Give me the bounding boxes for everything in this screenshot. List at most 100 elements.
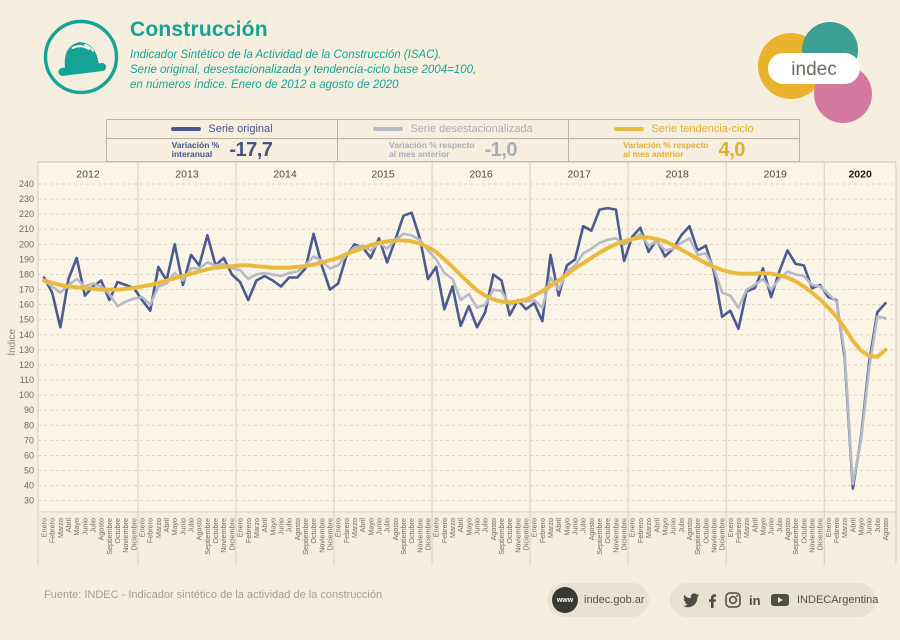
- svg-text:Febrero: Febrero: [342, 518, 351, 543]
- variation-value-desestacionalizada: -1,0: [484, 138, 518, 161]
- svg-text:Febrero: Febrero: [440, 518, 449, 543]
- svg-text:Septiembre: Septiembre: [693, 518, 702, 555]
- svg-text:110: 110: [20, 375, 34, 385]
- svg-text:Diciembre: Diciembre: [816, 518, 825, 550]
- svg-text:Julio: Julio: [383, 518, 392, 533]
- variation-label: Variación % interanual: [171, 140, 220, 159]
- youtube-icon[interactable]: [771, 594, 789, 606]
- svg-text:Mayo: Mayo: [562, 518, 571, 536]
- svg-text:Abril: Abril: [652, 518, 661, 533]
- svg-text:Agosto: Agosto: [783, 518, 792, 540]
- svg-text:Mayo: Mayo: [170, 518, 179, 536]
- svg-text:Diciembre: Diciembre: [423, 518, 432, 550]
- legend-row-variation: Variación % respecto al mes anterior -1,…: [338, 139, 568, 161]
- svg-text:Junio: Junio: [80, 518, 89, 535]
- svg-text:Enero: Enero: [236, 518, 245, 537]
- svg-text:130: 130: [19, 345, 34, 355]
- serie-desestacionalizada-swatch: [373, 127, 404, 131]
- svg-text:Mayo: Mayo: [464, 518, 473, 536]
- svg-text:Enero: Enero: [726, 518, 735, 537]
- svg-text:Agosto: Agosto: [685, 518, 694, 540]
- svg-text:Abril: Abril: [162, 518, 171, 533]
- website-pill[interactable]: www indec.gob.ar: [547, 583, 649, 617]
- serie-desestacionalizada-label: Serie desestacionalizada: [410, 123, 533, 135]
- svg-text:Junio: Junio: [669, 518, 678, 535]
- svg-text:Junio: Junio: [473, 518, 482, 535]
- svg-text:Mayo: Mayo: [857, 518, 866, 536]
- svg-text:Abril: Abril: [260, 518, 269, 533]
- svg-text:Agosto: Agosto: [881, 518, 890, 540]
- svg-text:Abril: Abril: [848, 518, 857, 533]
- svg-text:30: 30: [24, 496, 34, 506]
- svg-text:170: 170: [19, 285, 34, 295]
- svg-text:Octubre: Octubre: [799, 518, 808, 544]
- svg-text:Julio: Julio: [775, 518, 784, 533]
- svg-text:2013: 2013: [175, 169, 199, 181]
- legend-col-tendencia: Serie tendencia-ciclo Variación % respec…: [568, 120, 800, 161]
- svg-text:Diciembre: Diciembre: [718, 518, 727, 550]
- social-pill[interactable]: in INDECArgentina: [670, 583, 879, 617]
- svg-text:Febrero: Febrero: [244, 518, 253, 543]
- svg-text:Noviembre: Noviembre: [415, 518, 424, 553]
- chart-header: Construcción Indicador Sintético de la A…: [130, 18, 476, 93]
- svg-text:Julio: Julio: [579, 518, 588, 533]
- svg-text:Diciembre: Diciembre: [522, 518, 531, 550]
- svg-text:Octubre: Octubre: [505, 518, 514, 544]
- svg-text:Abril: Abril: [358, 518, 367, 533]
- twitter-icon[interactable]: [683, 592, 699, 608]
- svg-text:2016: 2016: [469, 169, 493, 181]
- svg-text:Julio: Julio: [873, 518, 882, 533]
- svg-text:180: 180: [19, 269, 34, 279]
- svg-text:150: 150: [19, 315, 34, 325]
- svg-text:Febrero: Febrero: [636, 518, 645, 543]
- svg-text:Septiembre: Septiembre: [399, 518, 408, 555]
- svg-text:Julio: Julio: [285, 518, 294, 533]
- svg-text:Agosto: Agosto: [587, 518, 596, 540]
- svg-text:Marzo: Marzo: [154, 518, 163, 538]
- legend-row-variation: Variación % respecto al mes anterior 4,0: [569, 139, 799, 161]
- indec-logo: indec: [748, 8, 888, 128]
- svg-text:Noviembre: Noviembre: [611, 518, 620, 553]
- svg-text:Junio: Junio: [374, 518, 383, 535]
- svg-text:70: 70: [24, 435, 34, 445]
- svg-text:Enero: Enero: [824, 518, 833, 537]
- svg-text:Septiembre: Septiembre: [791, 518, 800, 555]
- linkedin-icon[interactable]: in: [749, 592, 763, 608]
- svg-text:Agosto: Agosto: [293, 518, 302, 540]
- social-handle: INDECArgentina: [797, 594, 879, 606]
- line-chart: 30 40 50 60 70 80 90 100 110 120 130 140 150 160 170 18…: [0, 158, 900, 585]
- svg-text:Mayo: Mayo: [268, 518, 277, 536]
- www-icon: www: [552, 587, 578, 613]
- svg-text:230: 230: [19, 194, 34, 204]
- svg-text:Marzo: Marzo: [840, 518, 849, 538]
- subtitle-line-2: Serie original, desestacionalizada y ten…: [130, 64, 477, 76]
- svg-text:Septiembre: Septiembre: [105, 518, 114, 555]
- svg-text:Septiembre: Septiembre: [301, 518, 310, 555]
- svg-text:Diciembre: Diciembre: [227, 518, 236, 550]
- svg-text:Marzo: Marzo: [252, 518, 261, 538]
- svg-text:Febrero: Febrero: [538, 518, 547, 543]
- serie-tendencia-label: Serie tendencia-ciclo: [651, 123, 754, 135]
- svg-text:60: 60: [24, 450, 34, 460]
- svg-text:Marzo: Marzo: [56, 518, 65, 538]
- svg-text:Índice: Índice: [5, 329, 18, 356]
- svg-text:Junio: Junio: [571, 518, 580, 535]
- svg-text:Noviembre: Noviembre: [807, 518, 816, 553]
- svg-text:in: in: [749, 593, 761, 608]
- svg-text:Diciembre: Diciembre: [325, 518, 334, 550]
- svg-text:220: 220: [19, 209, 34, 219]
- facebook-icon[interactable]: [707, 592, 717, 608]
- svg-text:Agosto: Agosto: [195, 518, 204, 540]
- serie-tendencia-swatch: [614, 127, 645, 131]
- svg-text:Junio: Junio: [178, 518, 187, 535]
- instagram-icon[interactable]: [725, 592, 741, 608]
- svg-text:Marzo: Marzo: [644, 518, 653, 538]
- page-subtitle: Indicador Sintético de la Actividad de l…: [130, 48, 476, 93]
- svg-text:190: 190: [19, 254, 34, 264]
- serie-original-label: Serie original: [208, 123, 273, 135]
- variation-label: Variación % respecto al mes anterior: [623, 140, 709, 159]
- svg-text:Enero: Enero: [40, 518, 49, 537]
- svg-text:240: 240: [19, 179, 34, 189]
- svg-text:Marzo: Marzo: [350, 518, 359, 538]
